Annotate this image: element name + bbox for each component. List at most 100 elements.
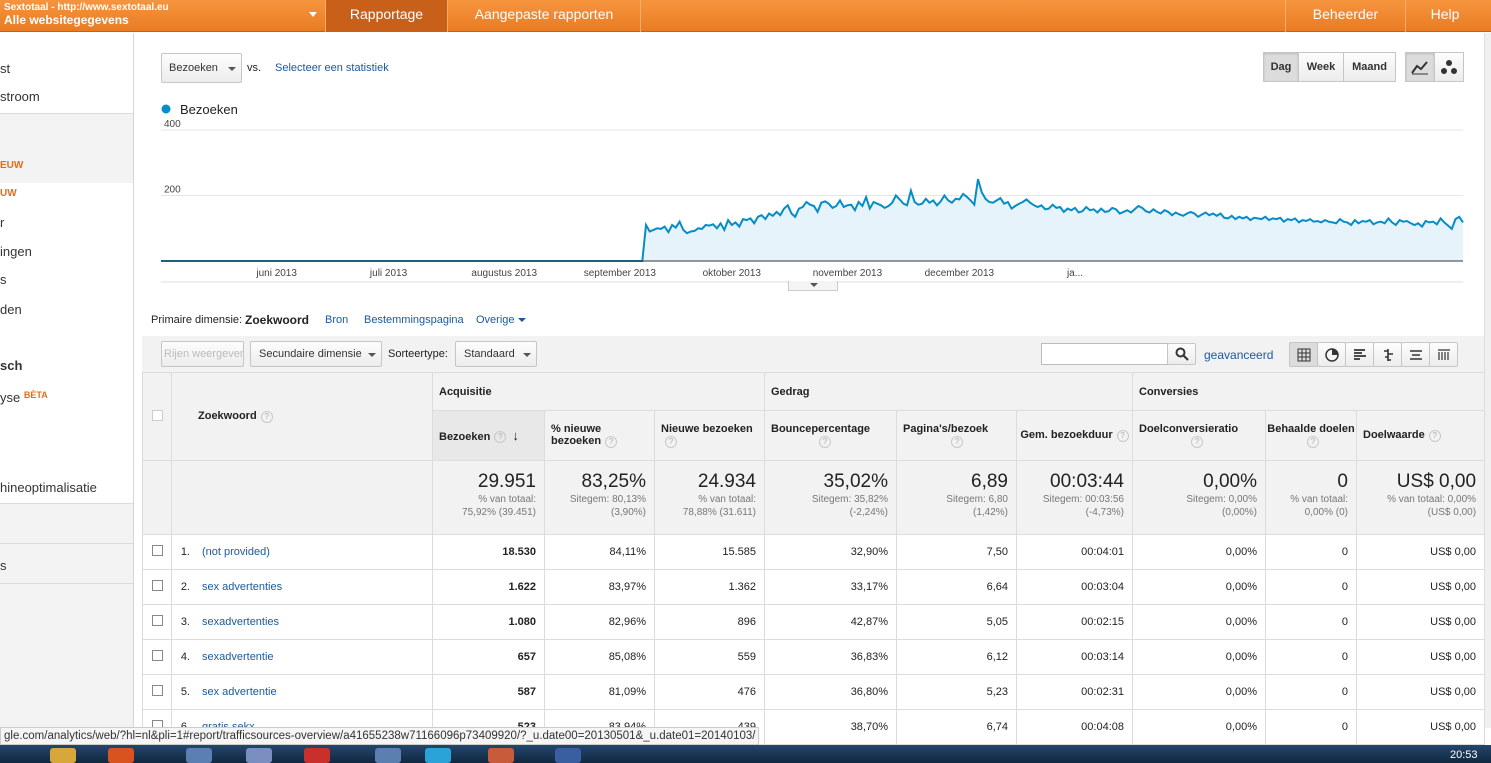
column-header-goal-value[interactable]: Doelwaarde?	[1355, 410, 1486, 461]
row-checkbox[interactable]	[151, 650, 163, 661]
tab-rapportage[interactable]: Rapportage	[326, 0, 447, 32]
column-header-bounce[interactable]: Bouncepercentage?	[764, 410, 897, 461]
column-header-pages-per-visit[interactable]: Pagina's/bezoek?	[896, 410, 1017, 461]
table-search-input[interactable]	[1041, 343, 1168, 365]
app-icon[interactable]	[186, 748, 212, 763]
app-icon[interactable]	[375, 748, 401, 763]
row-checkbox[interactable]	[151, 545, 163, 556]
period-week-button[interactable]: Week	[1298, 52, 1344, 82]
column-header-goal-conversion-rate[interactable]: Doelconversieratio?	[1132, 410, 1266, 461]
help-icon[interactable]: ?	[494, 431, 507, 444]
divider	[1285, 0, 1286, 32]
row-checkbox[interactable]	[151, 580, 163, 591]
sidebar-item[interactable]: hineoptimalisatie	[0, 480, 97, 495]
cell-pages-per-visit: 5,05	[896, 604, 1017, 640]
keyword-link[interactable]: sexadvertentie	[202, 651, 274, 663]
cell-pages-per-visit: 6,64	[896, 569, 1017, 605]
sort-type-select[interactable]: Standaard	[455, 341, 537, 367]
search-button[interactable]	[1167, 343, 1196, 365]
scrollbar[interactable]	[1484, 33, 1491, 728]
dimension-bron[interactable]: Bron	[325, 314, 349, 326]
beta-badge: BÈTA	[23, 390, 48, 400]
row-checkbox[interactable]	[151, 615, 163, 626]
app-icon[interactable]	[246, 748, 272, 763]
comparison-icon	[1384, 349, 1393, 361]
help-icon[interactable]: ?	[665, 435, 677, 448]
table-view-data-button[interactable]	[1289, 342, 1318, 367]
column-header-goal-completions[interactable]: Behaalde doelen?	[1265, 410, 1357, 461]
row-number: 1.	[180, 546, 190, 558]
column-header-new-visits[interactable]: Nieuwe bezoeken?	[654, 410, 765, 461]
period-day-button[interactable]: Dag	[1263, 52, 1299, 82]
secondary-dimension-select[interactable]: Secundaire dimensie	[250, 341, 382, 367]
compare-metric-link[interactable]: Selecteer een statistiek	[275, 62, 389, 74]
table-view-pie-button[interactable]	[1317, 342, 1346, 367]
sidebar-item[interactable]: s	[0, 558, 7, 573]
sidebar-item[interactable]: den	[0, 302, 22, 317]
app-icon[interactable]	[488, 748, 514, 763]
help-icon[interactable]: ?	[1428, 429, 1441, 442]
total-value: 0,00%	[1203, 471, 1257, 492]
sidebar-section-heading[interactable]: sch	[0, 358, 23, 373]
keyword-link[interactable]: sex advertenties	[202, 581, 283, 593]
plot-rows-button[interactable]: Rijen weergeven	[161, 341, 244, 367]
divider	[1405, 0, 1406, 32]
column-header-label: Nieuwe bezoeken	[661, 423, 753, 436]
folder-icon[interactable]	[50, 748, 76, 763]
cell-goal-conversion-rate: 0,00%	[1132, 604, 1266, 640]
sidebar-item[interactable]: s	[0, 272, 7, 287]
help-icon[interactable]: ?	[1191, 435, 1203, 448]
table-view-comparison-button[interactable]	[1373, 342, 1402, 367]
keyword-link[interactable]: sexadvertenties	[202, 616, 280, 628]
tab-beheerder[interactable]: Beheerder	[1312, 6, 1379, 22]
tab-help[interactable]: Help	[1430, 6, 1460, 22]
total-sub: 0,00% (0)	[1304, 507, 1348, 518]
tab-aangepaste-rapporten[interactable]: Aangepaste rapporten	[474, 6, 614, 22]
sidebar-item[interactable]: yse BÈTA	[0, 390, 48, 405]
table-view-pivot-button[interactable]	[1429, 342, 1458, 367]
chart-collapse-handle[interactable]	[788, 281, 838, 291]
row-checkbox[interactable]	[151, 685, 163, 696]
column-header-visits[interactable]: Bezoeken? ↓	[432, 410, 545, 461]
dimension-overige[interactable]: Overige	[476, 314, 526, 326]
sidebar-item[interactable]: st	[0, 61, 11, 76]
keyword-link[interactable]: (not provided)	[202, 546, 270, 558]
pie-chart-icon	[1325, 348, 1339, 362]
period-month-button[interactable]: Maand	[1343, 52, 1396, 82]
select-all-checkbox[interactable]	[151, 409, 163, 421]
help-icon[interactable]: ?	[1307, 435, 1319, 448]
column-header-pct-new[interactable]: % nieuwe bezoeken?	[544, 410, 655, 461]
metric-select[interactable]: Bezoeken	[161, 53, 242, 83]
total-sub: % van totaal:	[1290, 494, 1348, 505]
help-icon[interactable]: ?	[1116, 429, 1129, 442]
table-view-performance-button[interactable]	[1345, 342, 1374, 367]
table-view-term-cloud-button[interactable]	[1401, 342, 1430, 367]
total-sub: % van totaal:	[698, 494, 756, 505]
account-url: Sextotaal - http://www.sextotaal.eu	[4, 2, 169, 13]
help-icon[interactable]: ?	[260, 410, 273, 423]
column-header-avg-duration[interactable]: Gem. bezoekduur?	[1016, 410, 1133, 461]
firefox-icon[interactable]	[108, 748, 134, 763]
account-selector[interactable]: Sextotaal - http://www.sextotaal.eu Alle…	[4, 2, 324, 28]
advanced-filter-link[interactable]: geavanceerd	[1204, 348, 1274, 362]
app-icon[interactable]	[304, 748, 330, 763]
x-tick-label: augustus 2013	[471, 268, 537, 279]
total-sub: Sitegem: 6,80	[946, 494, 1008, 505]
keyword-link[interactable]: sex advertentie	[202, 686, 277, 698]
motion-chart-view-button[interactable]	[1434, 52, 1464, 82]
keyword-column-header[interactable]: Zoekwoord?	[171, 372, 433, 461]
line-chart-view-button[interactable]	[1405, 52, 1435, 82]
cell-goal-completions: 0	[1265, 534, 1357, 570]
dimension-zoekwoord[interactable]: Zoekwoord	[245, 313, 310, 327]
sidebar-item[interactable]: r	[0, 215, 5, 230]
dimension-bestemmingspagina[interactable]: Bestemmingspagina	[364, 314, 464, 326]
sidebar-item[interactable]: stroom	[0, 89, 40, 104]
sidebar-item[interactable]: ingen	[0, 244, 32, 259]
skype-icon[interactable]	[425, 748, 451, 763]
help-icon[interactable]: ?	[819, 435, 831, 448]
column-header-label: Doelconversieratio	[1139, 423, 1239, 436]
save-icon[interactable]	[555, 748, 581, 763]
help-icon[interactable]: ?	[951, 435, 963, 448]
column-header-label: Behaalde doelen	[1267, 423, 1355, 436]
help-icon[interactable]: ?	[605, 435, 618, 448]
